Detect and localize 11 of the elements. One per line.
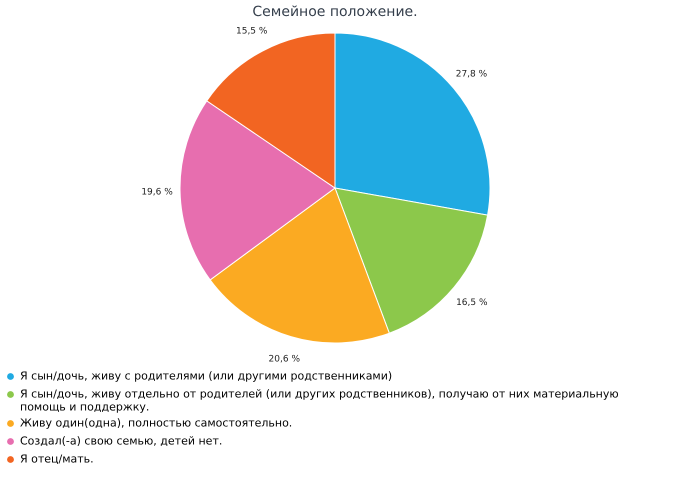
data-label: 19,6 %	[141, 187, 174, 198]
data-label: 27,8 %	[456, 70, 488, 80]
legend-label: Живу один(одна), полностью самостоятельно.	[20, 416, 292, 430]
legend-label: Создал(-а) свою семью, детей нет.	[20, 434, 222, 448]
legend-label: Я сын/дочь, живу отдельно от родителей (или других родственников), получаю от них материальную помощь и поддержку.	[20, 388, 619, 414]
chart-title: Семейное положение.	[252, 4, 418, 20]
legend-label: Я отец/мать.	[20, 452, 94, 466]
data-label: 16,5 %	[456, 298, 488, 308]
legend-label: Я сын/дочь, живу с родителями (или другими родственниками)	[20, 370, 392, 382]
data-label: 20,6 %	[268, 354, 300, 365]
data-label: 15,5 %	[236, 26, 268, 37]
